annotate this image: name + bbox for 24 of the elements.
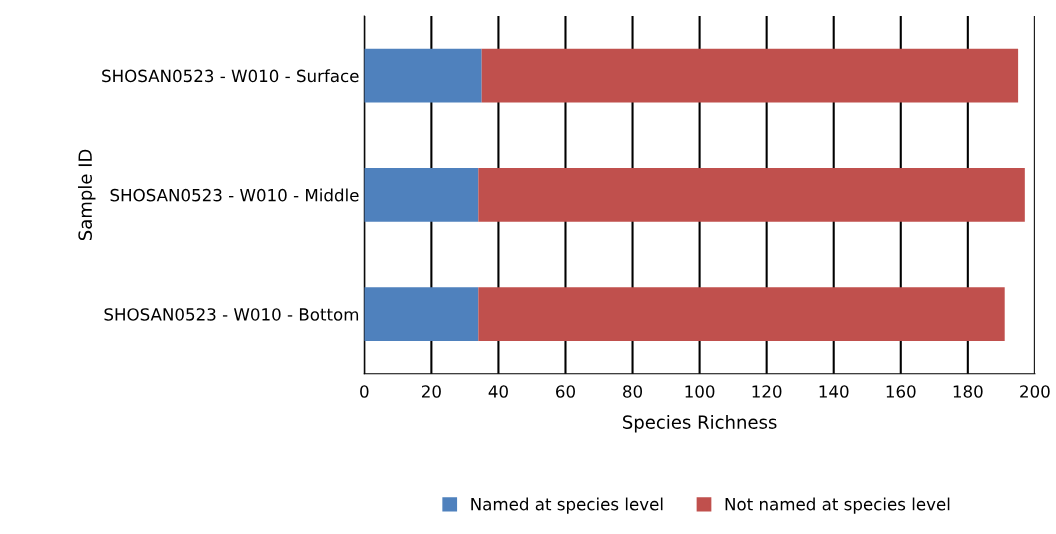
x-tick-label: 0 xyxy=(360,385,369,398)
x-axis-title: Species Richness xyxy=(623,414,777,433)
x-tick-label: 120 xyxy=(752,385,782,398)
legend-label: Named at species level xyxy=(471,497,663,514)
y-axis-title: Sample ID xyxy=(78,149,96,241)
x-tick-label: 200 xyxy=(1020,385,1050,398)
x-tick-label: 180 xyxy=(953,385,983,398)
y-tick-label: SHOSAN0523 - W010 - Surface xyxy=(102,69,359,83)
bar xyxy=(481,48,1019,103)
x-tick-label: 100 xyxy=(685,385,715,398)
bar xyxy=(364,287,479,341)
x-tick-label: 20 xyxy=(421,385,441,398)
bar xyxy=(478,287,1005,341)
bar xyxy=(478,168,1025,222)
y-tick-label: SHOSAN0523 - W010 - Bottom xyxy=(104,308,359,321)
bar xyxy=(364,48,482,103)
x-tick-label: 140 xyxy=(819,385,849,398)
x-tick-label: 80 xyxy=(623,385,643,398)
bar xyxy=(364,168,479,222)
legend-label: Not named at species level xyxy=(725,497,950,514)
x-tick-label: 160 xyxy=(886,385,916,398)
x-tick-label: 40 xyxy=(488,385,508,398)
x-tick-label: 60 xyxy=(556,385,575,398)
y-tick-label: SHOSAN0523 - W010 - Middle xyxy=(110,188,359,202)
